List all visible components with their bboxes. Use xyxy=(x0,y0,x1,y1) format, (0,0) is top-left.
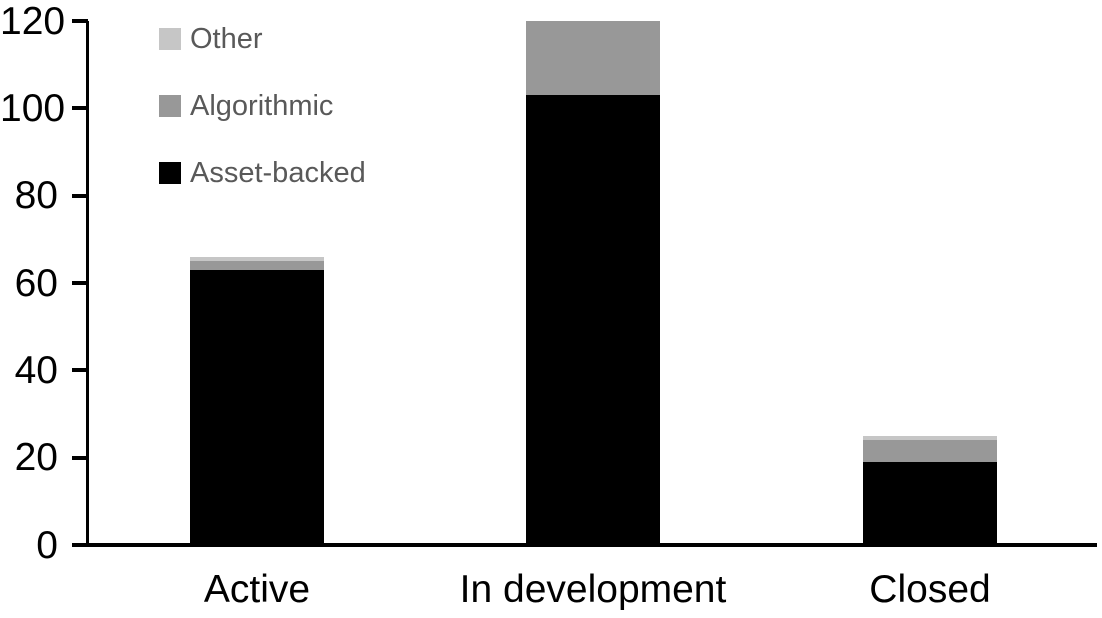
legend-label-algorithmic: Algorithmic xyxy=(190,89,334,122)
bar-segment-active-other xyxy=(190,256,324,262)
y-axis-tick-40 xyxy=(72,368,88,373)
y-axis-tick-label-20: 20 xyxy=(14,436,58,480)
x-axis-category-label-in-development: In development xyxy=(459,568,727,611)
y-axis-tick-label-60: 60 xyxy=(14,261,58,305)
y-axis-tick-label-0: 0 xyxy=(36,523,58,567)
legend-label-other: Other xyxy=(190,22,263,55)
y-axis-tick-100 xyxy=(72,106,88,111)
bar-segment-in-development-algorithmic xyxy=(526,21,660,96)
y-axis-tick-0 xyxy=(72,543,88,547)
legend-swatch-asset-backed xyxy=(159,162,181,184)
bar-segment-active-asset-backed xyxy=(190,269,324,545)
legend-item-asset-backed: Asset-backed xyxy=(159,156,366,189)
y-axis-tick-120 xyxy=(72,19,88,23)
bar-segment-closed-asset-backed xyxy=(863,462,997,545)
y-axis-tick-80 xyxy=(72,193,88,198)
legend-item-algorithmic: Algorithmic xyxy=(159,89,366,122)
x-axis-category-label-closed: Closed xyxy=(869,568,991,611)
legend-swatch-algorithmic xyxy=(159,95,181,117)
bar-segment-closed-other xyxy=(863,435,997,441)
y-axis-tick-20 xyxy=(72,455,88,460)
bar-segment-in-development-asset-backed xyxy=(526,95,660,545)
y-axis-tick-60 xyxy=(72,281,88,285)
x-axis-line xyxy=(86,543,1097,547)
bar-segment-closed-algorithmic xyxy=(863,440,997,463)
legend-swatch-other xyxy=(159,28,181,50)
y-axis-tick-label-100: 100 xyxy=(0,86,66,130)
y-axis-tick-label-120: 120 xyxy=(0,0,66,43)
legend: Other Algorithmic Asset-backed xyxy=(159,22,366,189)
y-axis-tick-label-40: 40 xyxy=(14,348,58,392)
legend-label-asset-backed: Asset-backed xyxy=(190,156,366,189)
legend-item-other: Other xyxy=(159,22,366,55)
x-axis-category-label-active: Active xyxy=(203,568,311,611)
bar-segment-active-algorithmic xyxy=(190,261,324,270)
y-axis-tick-label-80: 80 xyxy=(14,174,58,218)
